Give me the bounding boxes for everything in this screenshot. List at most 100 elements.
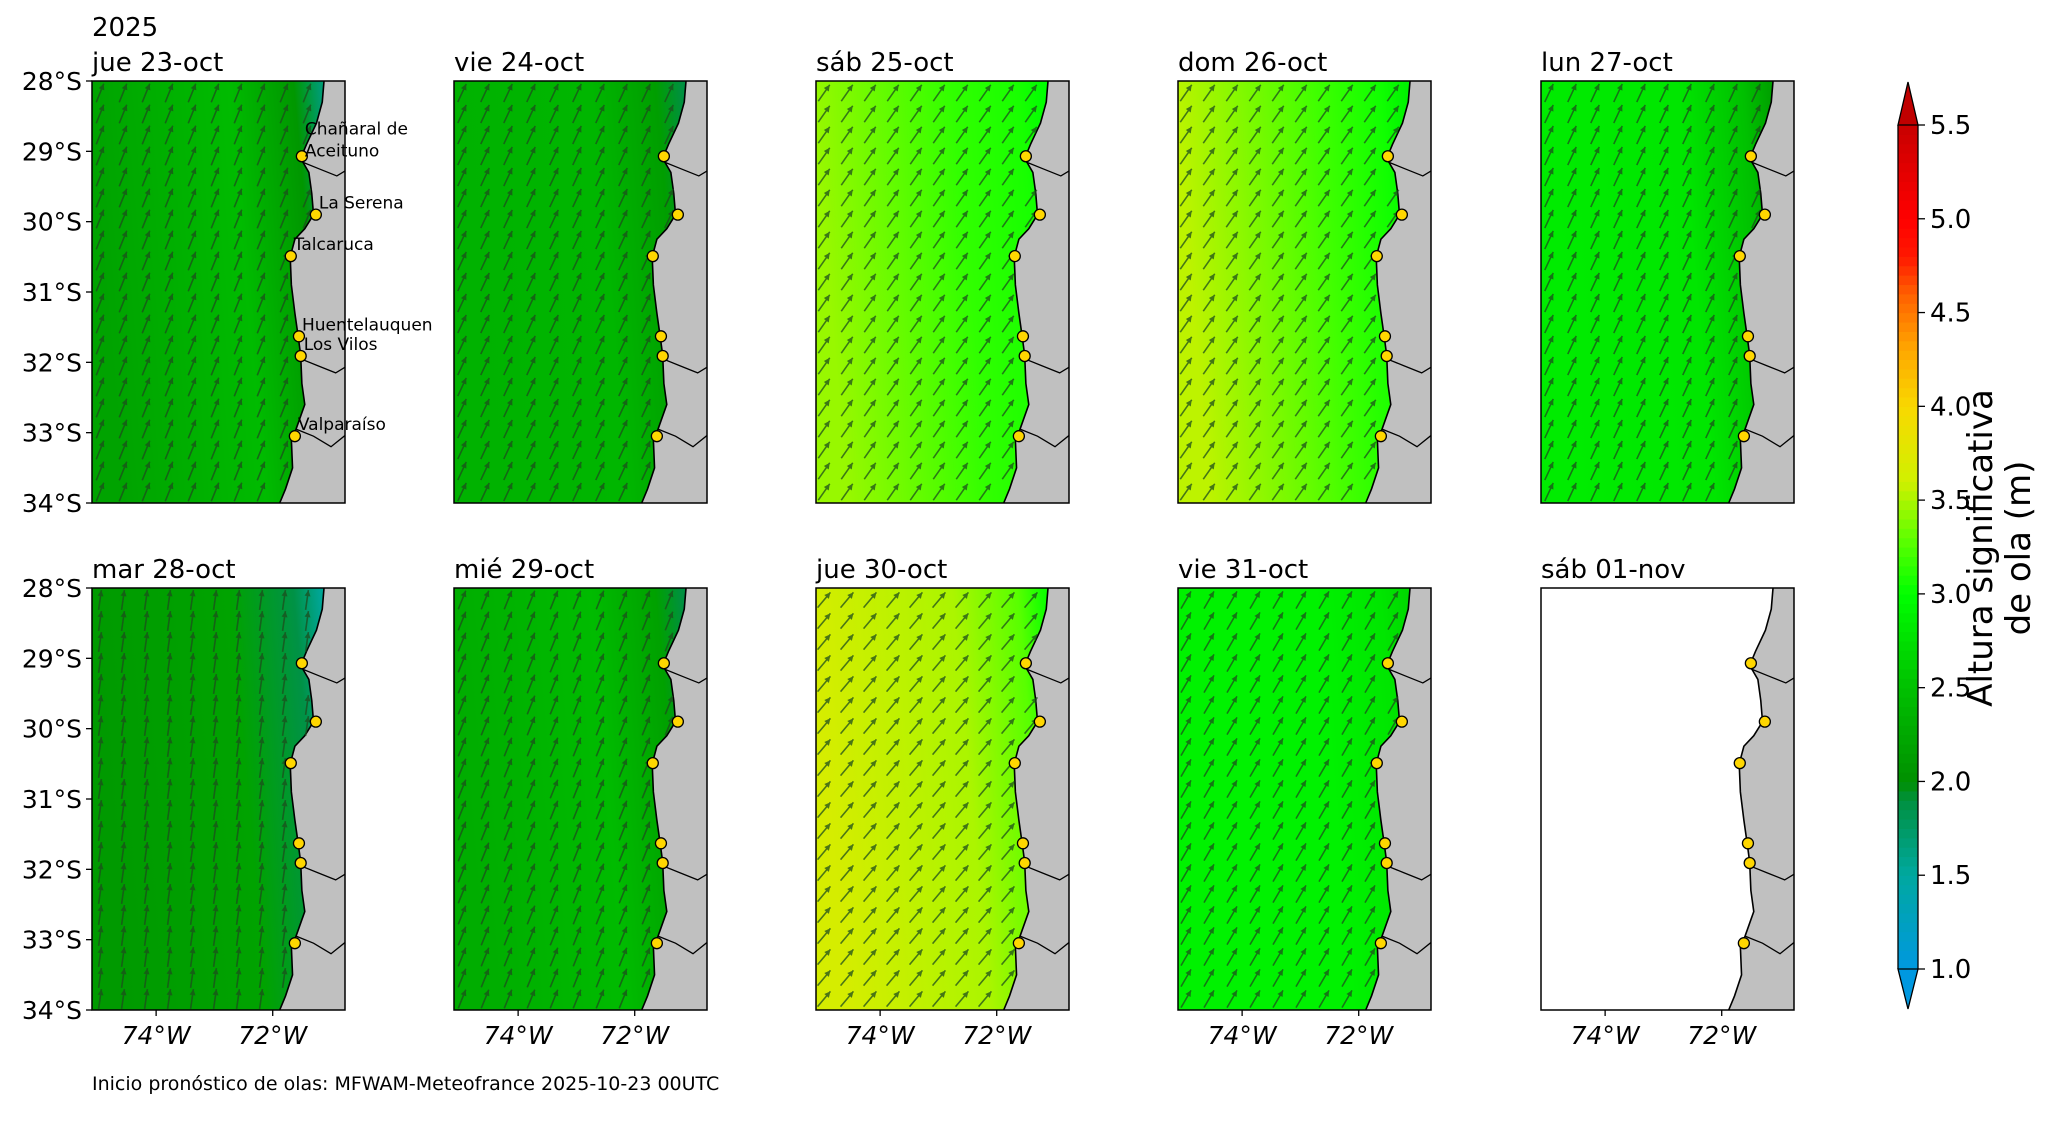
direction-arrow-head <box>644 125 651 133</box>
direction-arrow-head <box>644 737 651 745</box>
direction-arrow-head <box>212 905 219 912</box>
map-panel: dom 26-oct <box>1177 48 1432 504</box>
region-border <box>1387 158 1431 177</box>
direction-arrow-head <box>483 989 490 997</box>
direction-arrow-head <box>621 758 628 766</box>
station-marker <box>288 937 302 950</box>
direction-arrow-head <box>506 482 513 490</box>
direction-arrow-head <box>846 273 853 281</box>
direction-arrow-head <box>985 844 992 851</box>
direction-arrow-head <box>621 989 628 997</box>
direction-arrow-head <box>258 695 265 702</box>
direction-arrow-head <box>167 146 174 154</box>
direction-arrow-head <box>1031 697 1038 704</box>
direction-arrow-head <box>846 147 853 155</box>
direction-arrow-head <box>258 758 265 765</box>
direction-arrow-head <box>529 209 536 217</box>
direction-arrow-head <box>98 83 105 91</box>
direction-arrow-head <box>552 947 559 955</box>
direction-arrow-head <box>847 991 854 998</box>
direction-arrow-head <box>892 378 899 386</box>
direction-arrow-head <box>120 989 127 996</box>
direction-arrow-head <box>1685 398 1692 406</box>
direction-arrow-head <box>212 590 219 597</box>
direction-arrow-head <box>938 126 945 134</box>
direction-arrow-head <box>985 676 992 683</box>
direction-arrow-head <box>962 718 969 725</box>
direction-arrow-head <box>1185 906 1191 914</box>
colorbar-segment <box>1898 396 1918 407</box>
direction-arrow-head <box>938 294 945 302</box>
direction-arrow-head <box>1685 188 1692 196</box>
direction-arrow-head <box>598 230 605 238</box>
direction-arrow-head <box>823 126 830 134</box>
direction-arrow-head <box>1254 168 1261 176</box>
direction-arrow-head <box>1254 84 1261 92</box>
direction-arrow-head <box>1008 634 1015 641</box>
direction-arrow-head <box>984 315 991 323</box>
direction-arrow-head <box>598 674 605 682</box>
direction-arrow-head <box>1254 885 1260 893</box>
direction-arrow-head <box>893 970 900 977</box>
direction-arrow-head <box>552 251 559 259</box>
direction-arrow-head <box>961 210 968 218</box>
lat-tick-label: 30°S <box>22 208 82 237</box>
direction-arrow-head <box>1277 168 1284 176</box>
station-label: Valparaíso <box>298 415 386 435</box>
direction-arrow-head <box>98 335 105 343</box>
direction-arrow-head <box>915 336 922 344</box>
direction-arrow-head <box>598 947 605 955</box>
direction-arrow-head <box>1185 420 1192 428</box>
direction-arrow-head <box>939 928 946 935</box>
direction-arrow-head <box>1323 462 1330 470</box>
panel-frame <box>453 587 708 1011</box>
direction-arrow-head <box>961 399 968 407</box>
direction-arrow-head <box>97 884 104 891</box>
direction-arrow-head <box>915 231 922 239</box>
direction-arrow-head <box>506 779 513 787</box>
direction-arrow-head <box>870 697 877 704</box>
direction-arrow-head <box>1616 209 1623 217</box>
direction-arrow-head <box>189 632 196 639</box>
station-label: Talcaruca <box>293 235 374 255</box>
direction-arrow-head <box>644 884 651 892</box>
colorbar-segment <box>1898 509 1918 520</box>
direction-arrow-head <box>938 147 945 155</box>
station-marker <box>654 837 668 850</box>
direction-arrow-head <box>1731 230 1738 238</box>
land-area <box>1003 588 1069 1010</box>
direction-arrow-head <box>1300 948 1306 956</box>
direction-arrow-head <box>985 634 992 641</box>
direction-arrow-head <box>1662 314 1669 322</box>
direction-arrow-head <box>598 146 605 154</box>
direction-arrow-head <box>529 989 536 997</box>
direction-arrow-head <box>552 674 559 682</box>
direction-arrow-head <box>823 399 830 407</box>
panel-frame <box>1177 587 1432 1011</box>
direction-arrow-head <box>1277 231 1284 239</box>
direction-arrow-head <box>598 884 605 892</box>
direction-arrow-head <box>938 189 945 197</box>
direction-arrow-head <box>621 356 628 364</box>
direction-arrow-head <box>258 590 265 597</box>
direction-arrow-head <box>575 737 582 745</box>
direction-arrow-head <box>938 378 945 386</box>
direction-arrow-head <box>144 272 151 280</box>
direction-arrow-head <box>621 716 628 724</box>
direction-arrow-head <box>1323 357 1330 365</box>
direction-arrow-head <box>621 611 628 619</box>
map-panel: vie 24-oct <box>453 48 708 504</box>
direction-arrow-head <box>529 947 536 955</box>
land-area <box>279 588 345 1010</box>
direction-arrow-head <box>644 314 651 322</box>
direction-arrow-head <box>506 611 513 619</box>
direction-arrow-head <box>1346 84 1353 92</box>
direction-arrow-head <box>621 926 628 934</box>
direction-arrow-head <box>575 821 582 829</box>
direction-arrow-head <box>483 461 490 469</box>
direction-arrow-head <box>1346 990 1352 998</box>
direction-arrow-head <box>869 357 876 365</box>
direction-arrow-head <box>167 83 174 91</box>
direction-arrow-head <box>1685 440 1692 448</box>
